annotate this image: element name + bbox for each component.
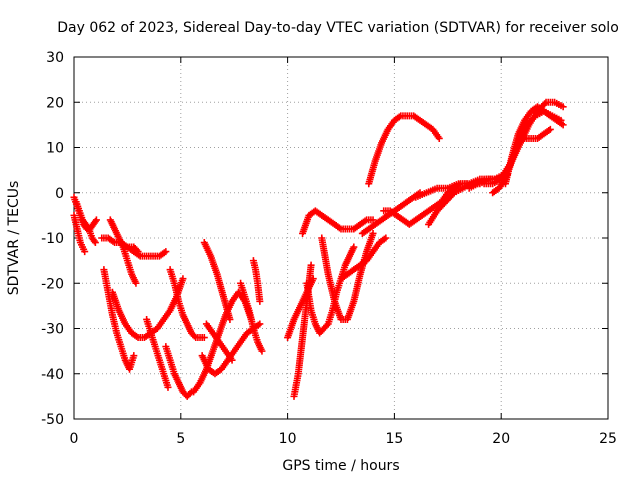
x-tick-labels: 0 5 10 15 20 25 [70, 431, 617, 447]
y-tick-label: 10 [46, 141, 64, 157]
data-point-marker [546, 125, 554, 133]
data-point-marker [91, 217, 99, 225]
y-tick-label: -30 [41, 322, 64, 338]
data-point-marker [323, 321, 331, 329]
x-axis-label: GPS time / hours [282, 458, 399, 474]
y-tick-label: -50 [41, 412, 64, 428]
data-point-marker [256, 297, 264, 305]
series-arc-9 [143, 315, 172, 391]
data-point-marker [130, 352, 138, 360]
data-point-marker [559, 103, 567, 111]
series-arc-11 [162, 343, 195, 400]
data-point-marker [559, 121, 567, 129]
data-point-marker [164, 383, 172, 391]
x-tick-label: 5 [176, 431, 185, 447]
data-point-marker [186, 389, 194, 397]
data-point-marker [256, 320, 264, 328]
data-point-marker [541, 100, 549, 108]
series-arc-10 [166, 266, 208, 342]
series-arc-24 [365, 112, 443, 188]
x-tick-label: 10 [279, 431, 297, 447]
data-point-marker [92, 216, 100, 224]
y-tick-label: -20 [41, 276, 64, 292]
series-arc-16 [237, 279, 266, 355]
data-point-marker [132, 279, 140, 287]
data-point-marker [369, 229, 377, 237]
data-point-marker [200, 334, 208, 342]
series-arc-21 [303, 243, 358, 337]
series-arc-32 [501, 103, 567, 188]
y-tick-label: 20 [46, 95, 64, 111]
x-tick-label: 15 [385, 431, 403, 447]
series-arc-5 [106, 216, 140, 287]
data-point-marker [84, 223, 92, 231]
data-point-marker [258, 347, 266, 355]
data-point-marker [350, 243, 358, 251]
y-axis-label: SDTVAR / TECUs [6, 181, 22, 296]
y-tick-label: 30 [46, 50, 64, 66]
x-tick-label: 0 [70, 431, 79, 447]
series-arc-3 [72, 198, 99, 247]
y-tick-label: -40 [41, 367, 64, 383]
y-tick-label: 0 [55, 186, 64, 202]
data-point-marker [190, 332, 198, 340]
data-point-marker [81, 248, 89, 256]
data-point-marker [91, 239, 99, 247]
data-point-marker [90, 237, 98, 245]
data-point-marker [162, 248, 170, 256]
data-point-marker [435, 134, 443, 142]
data-point-marker [179, 275, 187, 283]
series-arc-2 [70, 211, 89, 256]
data-point-marker [449, 190, 457, 198]
series-arc-6 [100, 266, 138, 373]
series-arc-19 [290, 261, 315, 400]
y-tick-labels: -50 -40 -30 -20 -10 0 10 20 30 [41, 50, 64, 428]
data-point-marker [530, 113, 538, 121]
series-arc-23 [337, 234, 390, 283]
x-tick-label: 25 [599, 431, 617, 447]
series-arc-22 [318, 229, 377, 323]
series-arc-14 [200, 239, 234, 323]
chart-title: Day 062 of 2023, Sidereal Day-to-day VTE… [57, 20, 619, 36]
data-point-marker [226, 315, 234, 323]
x-tick-label: 20 [492, 431, 510, 447]
data-point-marker [307, 261, 315, 269]
data-series [70, 98, 567, 400]
series-arc-8 [123, 243, 170, 260]
data-point-marker [382, 234, 390, 242]
series-arc-17 [249, 257, 264, 305]
axis-ticks [73, 56, 609, 420]
y-tick-label: -10 [41, 231, 64, 247]
series-arc-20 [299, 207, 377, 237]
